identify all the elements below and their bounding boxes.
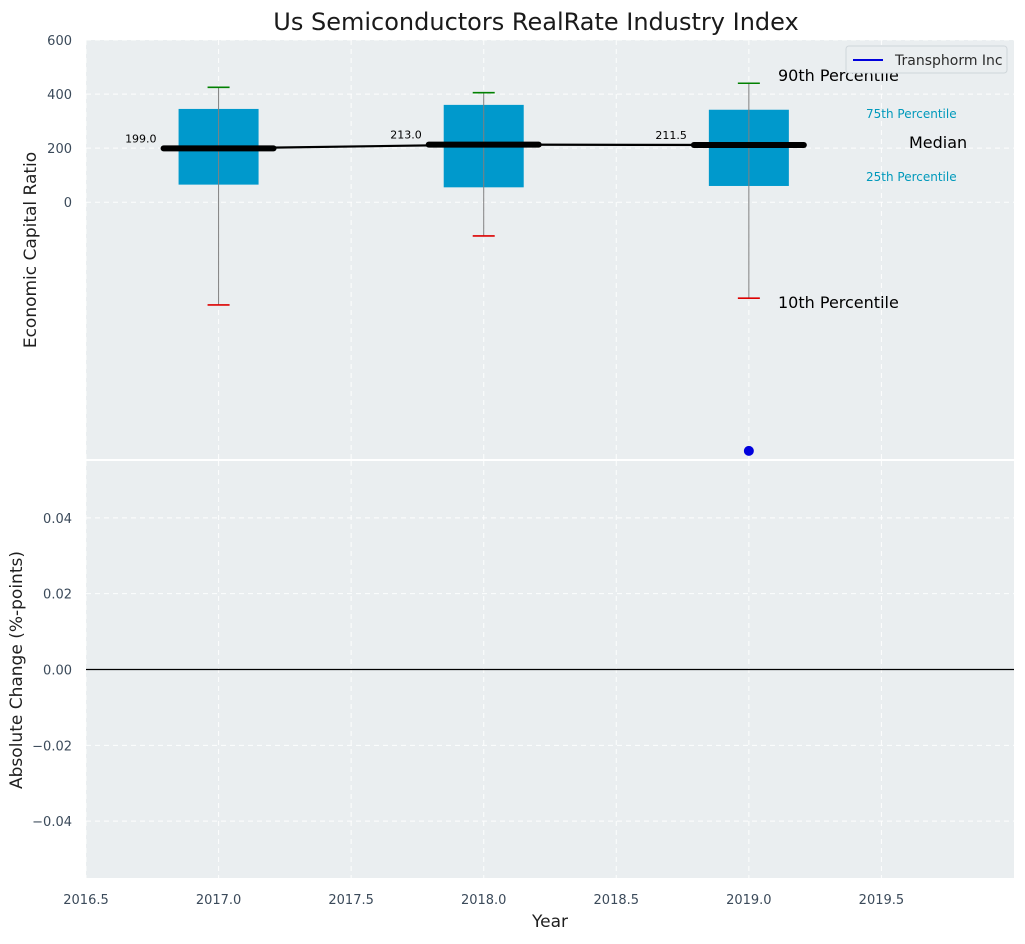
x-tick-label: 2019.0 — [726, 893, 772, 908]
median-value-label: 213.0 — [390, 129, 422, 142]
top-y-tick-label: 200 — [47, 142, 72, 157]
x-tick-label: 2019.5 — [859, 893, 905, 908]
x-tick-label: 2017.5 — [328, 893, 374, 908]
x-tick-label: 2017.0 — [196, 893, 242, 908]
top-y-tick-label: 0 — [64, 196, 72, 211]
company-point — [743, 445, 754, 456]
x-axis-title: Year — [531, 912, 568, 932]
p10-annotation: 10th Percentile — [778, 293, 899, 312]
legend-frame — [845, 45, 1008, 74]
legend: Transphorm Inc — [845, 45, 1008, 74]
p25-annotation: 25th Percentile — [866, 170, 957, 184]
top-y-tick-label: 400 — [47, 88, 72, 103]
tick-layer: 2016.5 2017.0 2017.5 2018.0 2018.5 2019.0 2019… — [32, 34, 904, 908]
median-trend-line — [218, 143, 749, 150]
top-y-axis-title: Economic Capital Ratio — [21, 152, 41, 348]
median-value-label: 211.5 — [655, 129, 687, 142]
median-annotation: Median — [909, 133, 967, 152]
top-panel-background — [86, 40, 1014, 459]
bottom-y-tick-label: 0.00 — [43, 664, 72, 679]
x-tick-label: 2016.5 — [63, 893, 109, 908]
chart-title: Us Semiconductors RealRate Industry Inde… — [273, 8, 798, 36]
median-value-label: 199.0 — [125, 132, 157, 145]
x-tick-label: 2018.5 — [594, 893, 640, 908]
p75-annotation: 75th Percentile — [866, 107, 957, 121]
bottom-y-tick-label: 0.02 — [43, 588, 72, 603]
median-layer: 199.0 213.0 211.5 — [125, 129, 807, 456]
legend-label: Transphorm Inc — [894, 53, 1003, 69]
grid-layer — [85, 39, 1014, 878]
x-tick-label: 2018.0 — [461, 893, 507, 908]
bottom-y-axis-title: Absolute Change (%-points) — [7, 551, 27, 789]
bottom-y-tick-label: −0.02 — [32, 739, 72, 754]
bottom-y-tick-label: −0.04 — [32, 815, 72, 830]
bottom-y-tick-label: 0.04 — [43, 512, 72, 527]
top-y-tick-label: 600 — [47, 34, 72, 49]
